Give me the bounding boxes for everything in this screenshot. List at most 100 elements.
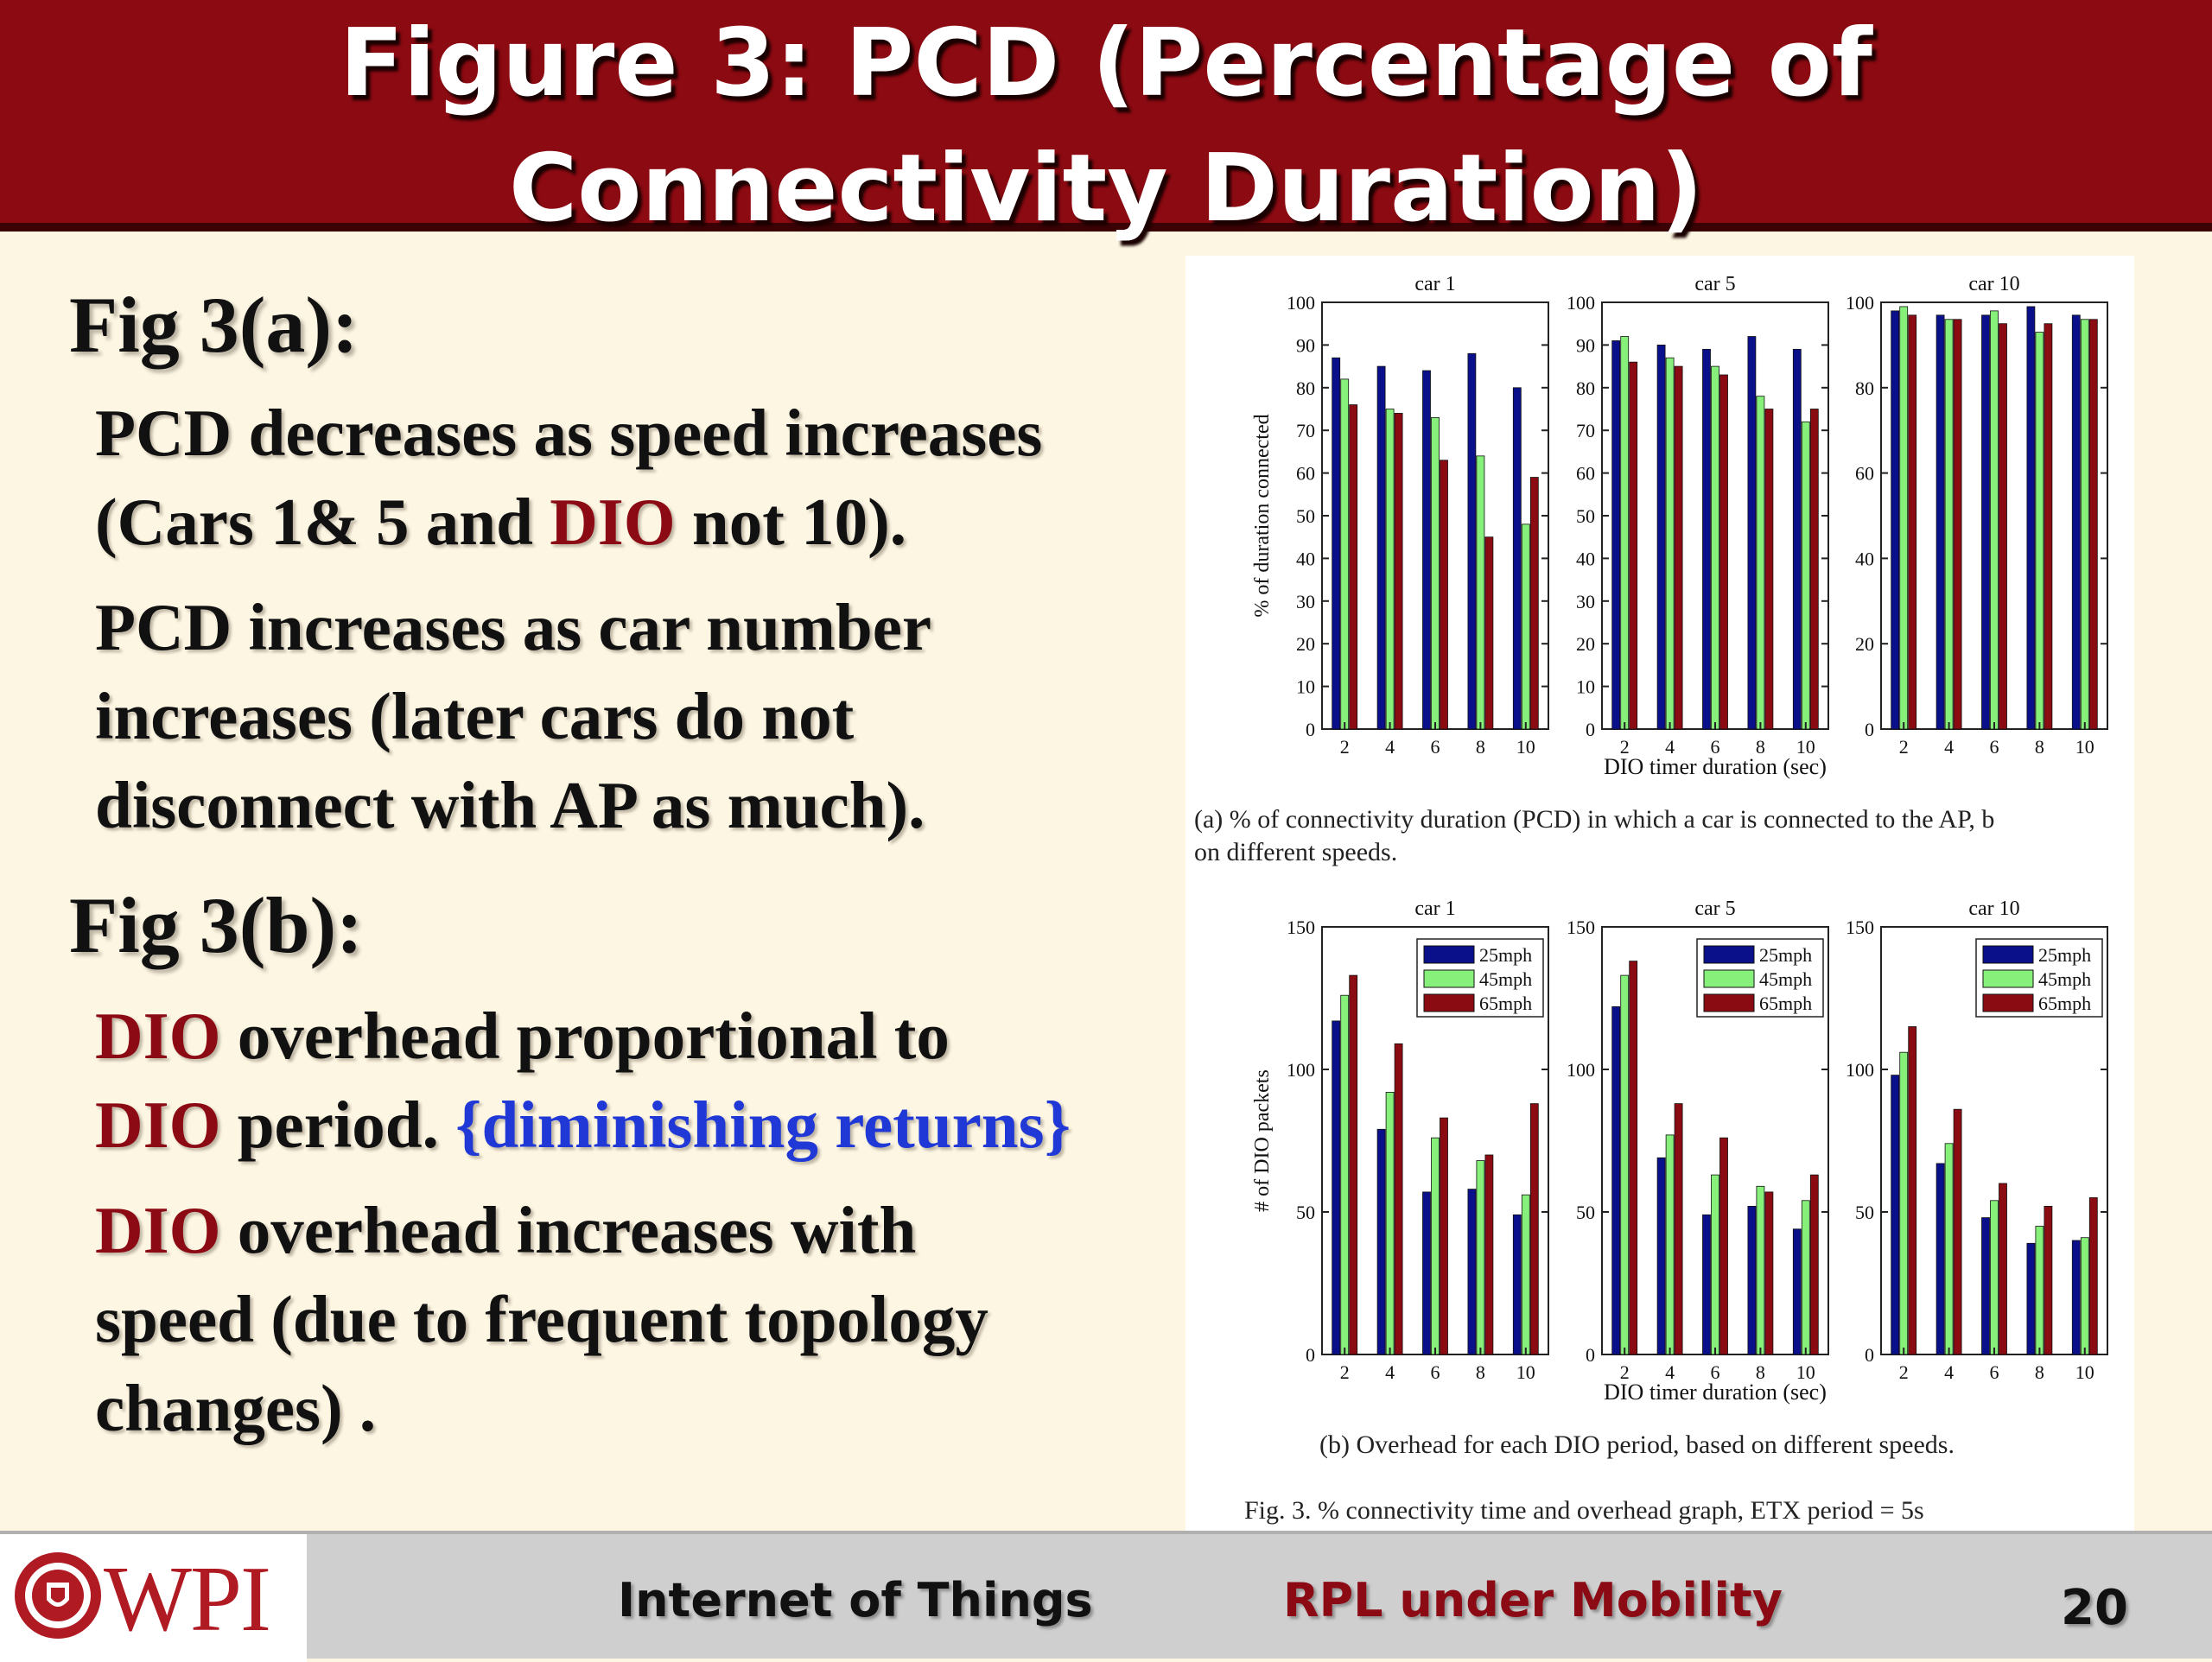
y-tick-label: 70 <box>1296 420 1315 441</box>
wpi-wordmark: WPI <box>104 1548 271 1651</box>
legend-label: 45mph <box>1479 968 1532 990</box>
y-tick-label: 0 <box>1586 719 1595 740</box>
y-tick-label: 0 <box>1306 1344 1315 1366</box>
x-tick-label: 4 <box>1944 1361 1954 1383</box>
x-tick-label: 10 <box>1516 1361 1535 1383</box>
bar <box>1629 361 1638 730</box>
bar <box>1332 1020 1341 1355</box>
panel-title: car 10 <box>1968 273 2019 295</box>
bar <box>1521 523 1530 730</box>
y-tick-label: 100 <box>1846 292 1874 314</box>
bar <box>1611 340 1621 730</box>
y-tick-label: 0 <box>1865 1344 1874 1366</box>
y-tick-label: 80 <box>1855 377 1874 399</box>
legend-swatch <box>1703 993 1755 1012</box>
bar <box>1665 357 1675 730</box>
x-tick-label: 2 <box>1899 1361 1909 1383</box>
bar <box>1431 1137 1440 1355</box>
panel-title: car 1 <box>1414 898 1455 920</box>
y-tick-label: 30 <box>1576 591 1595 612</box>
fig-a-p2-line-2: increases (later cars do not <box>95 679 855 753</box>
bar <box>2071 1240 2081 1355</box>
bar <box>1512 387 1522 730</box>
x-tick-label: 10 <box>1516 736 1535 758</box>
footer-course-title: Internet of Things <box>618 1573 1093 1627</box>
panel-title: car 5 <box>1694 898 1735 920</box>
y-tick-label: 20 <box>1855 633 1874 655</box>
bar <box>1747 1206 1757 1355</box>
bar <box>1981 1217 1990 1355</box>
y-tick-label: 150 <box>1567 917 1595 938</box>
slide-title-line-2: Connectivity Duration) <box>509 135 1703 243</box>
legend-swatch <box>1703 969 1755 988</box>
y-tick-label: 100 <box>1567 292 1595 314</box>
legend-swatch <box>1982 969 2034 988</box>
y-tick-label: 10 <box>1576 676 1595 698</box>
y-tick-label: 50 <box>1576 1202 1595 1223</box>
bar <box>1719 1137 1728 1355</box>
y-tick-label: 50 <box>1855 1202 1874 1223</box>
bar <box>1990 1200 1999 1355</box>
bar <box>1747 336 1757 730</box>
panel-title: car 1 <box>1414 273 1455 295</box>
bar <box>1756 396 1765 730</box>
x-tick-label: 6 <box>1711 1361 1720 1383</box>
legend-label: 25mph <box>1759 944 1812 966</box>
bar <box>1908 314 1917 730</box>
x-tick-label: 4 <box>1944 736 1954 758</box>
x-axis-label: DIO timer duration (sec) <box>1604 754 1827 779</box>
fig-b-p2-text-1: overhead increases with <box>220 1193 917 1267</box>
bar <box>1440 1117 1448 1355</box>
bar <box>2088 319 2098 730</box>
fig-b-paragraph-1: DIO overhead proportional to DIO period.… <box>95 992 1071 1170</box>
title-bar: Figure 3: PCD (Percentage of Connectivit… <box>0 0 2212 236</box>
x-tick-label: 6 <box>1431 736 1440 758</box>
bar <box>2035 332 2044 730</box>
bar <box>1792 1228 1802 1355</box>
y-tick-label: 60 <box>1296 463 1315 485</box>
x-tick-label: 8 <box>1756 736 1765 758</box>
bar <box>1431 416 1440 730</box>
y-tick-label: 10 <box>1296 676 1315 698</box>
x-tick-label: 6 <box>1990 1361 1999 1383</box>
bar <box>1385 1092 1395 1355</box>
legend-label: 65mph <box>1759 993 1812 1014</box>
legend-swatch <box>1703 945 1755 964</box>
bar <box>1467 1189 1477 1355</box>
bar <box>1891 1075 1900 1355</box>
bar <box>1999 1183 2007 1355</box>
y-tick-label: 0 <box>1865 719 1874 740</box>
bar <box>1529 1103 1539 1355</box>
fig-a-p1-line-2: (Cars 1& 5 and DIO not 10). <box>95 478 1042 567</box>
bar <box>1512 1214 1522 1355</box>
bar <box>1476 455 1485 730</box>
bar <box>1944 319 1954 730</box>
bar <box>1476 1160 1485 1355</box>
y-tick-label: 90 <box>1296 334 1315 356</box>
bar <box>2044 323 2053 730</box>
legend-label: 25mph <box>1479 944 1532 966</box>
x-axis-label: DIO timer duration (sec) <box>1604 1380 1827 1405</box>
bar <box>1349 404 1358 730</box>
bar <box>1953 319 1962 730</box>
y-tick-label: 50 <box>1296 1202 1315 1223</box>
y-tick-label: 0 <box>1306 719 1315 740</box>
bar <box>1809 1174 1819 1355</box>
legend-label: 45mph <box>1759 968 1812 990</box>
bar <box>1440 460 1448 730</box>
y-axis-label: % of duration connected <box>1251 414 1274 617</box>
fig-a-p2-line-1: PCD increases as car number <box>95 590 932 664</box>
bar <box>1990 310 1999 730</box>
fig-a-p1-line-1: PCD decreases as speed increases <box>95 396 1043 470</box>
y-tick-label: 90 <box>1576 334 1595 356</box>
bar <box>1801 1200 1810 1355</box>
bar <box>1702 1214 1711 1355</box>
bar <box>1981 314 1990 730</box>
y-tick-label: 60 <box>1576 463 1595 485</box>
bar <box>2080 1237 2089 1355</box>
bar <box>1665 1134 1675 1355</box>
bar <box>1340 994 1350 1355</box>
legend-swatch <box>1982 945 2034 964</box>
fig-a-p1-dio: DIO <box>550 485 676 559</box>
